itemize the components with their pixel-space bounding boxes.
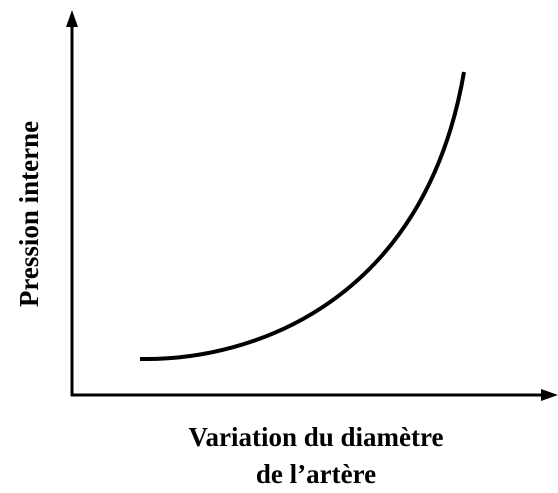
y-axis-arrow xyxy=(66,10,78,27)
x-axis-label: de l’artère xyxy=(256,459,376,489)
x-axis-label: Variation du diamètre xyxy=(188,422,443,452)
x-axis-arrow xyxy=(541,389,558,401)
y-axis-label: Pression interne xyxy=(14,121,44,307)
curve xyxy=(139,71,466,362)
